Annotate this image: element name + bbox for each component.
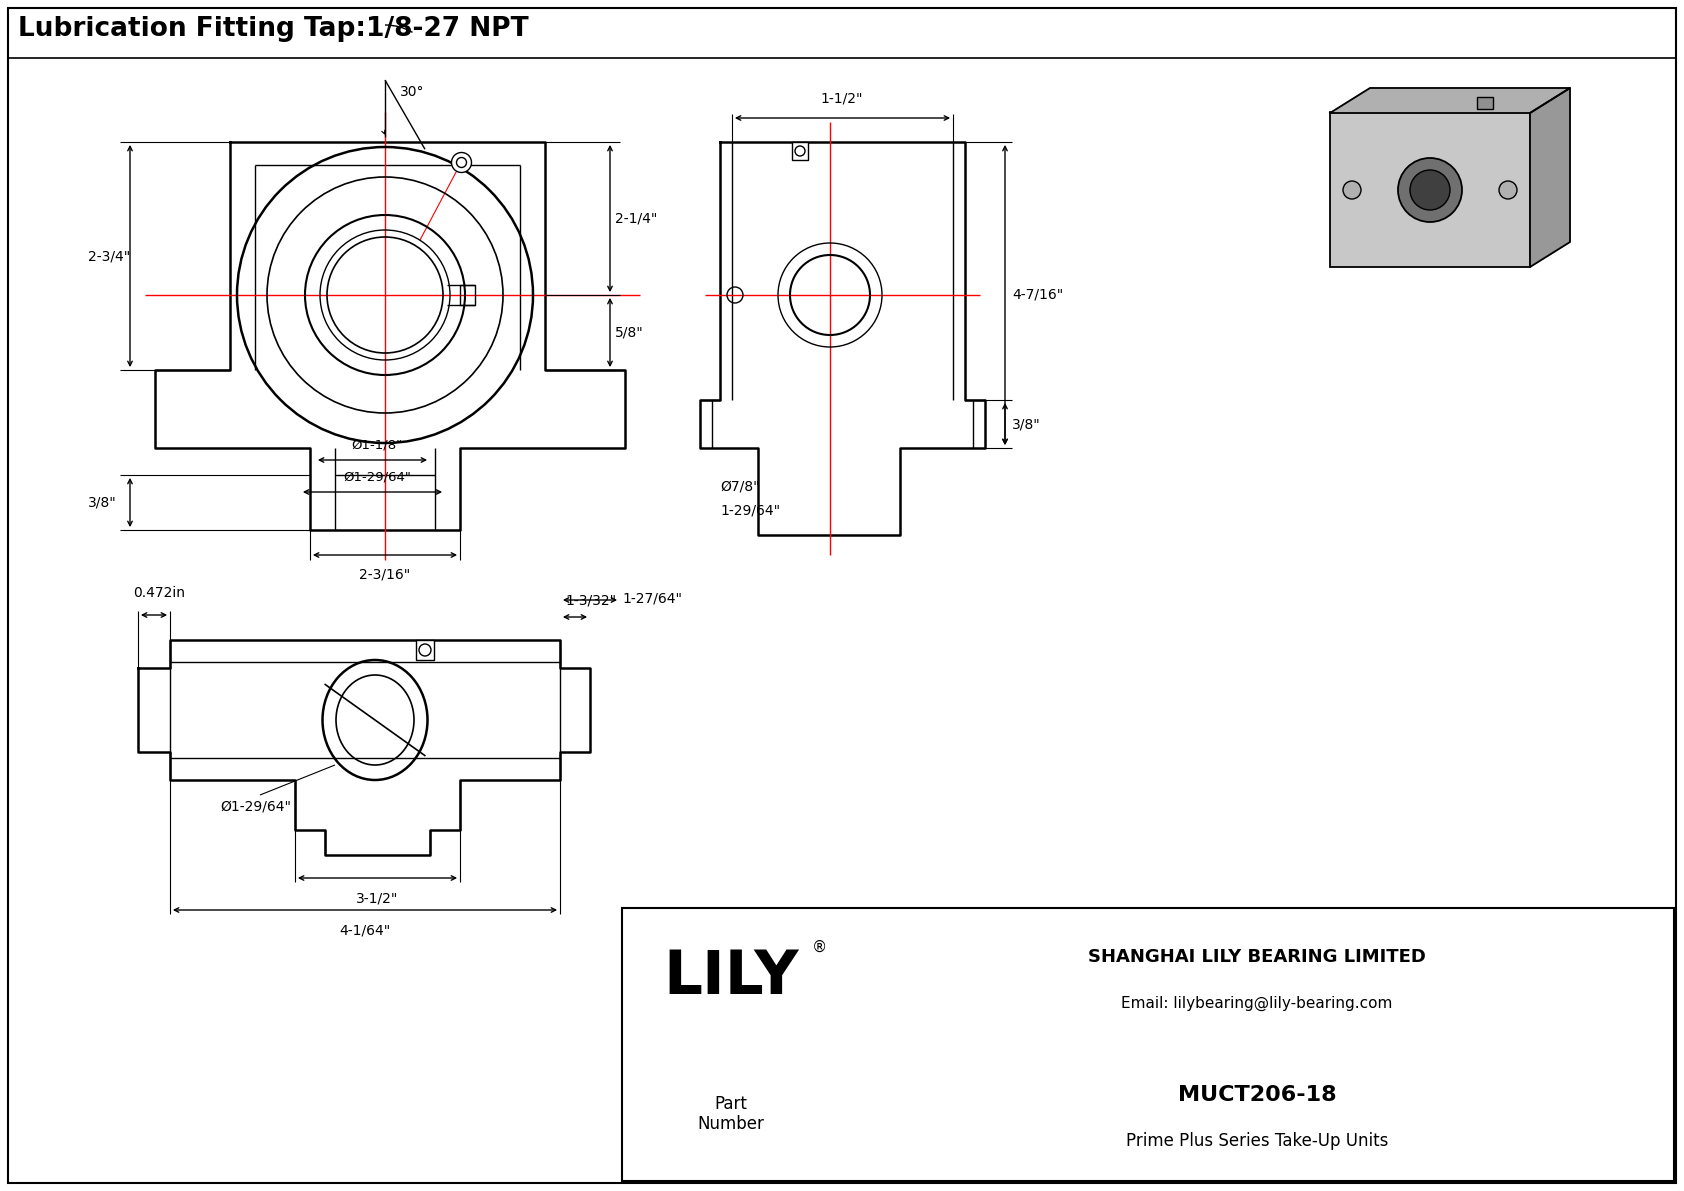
Circle shape <box>1344 181 1361 199</box>
Text: Ø1-1/8": Ø1-1/8" <box>352 439 402 453</box>
Text: SHANGHAI LILY BEARING LIMITED: SHANGHAI LILY BEARING LIMITED <box>1088 948 1426 966</box>
Text: 3/8": 3/8" <box>1012 417 1041 431</box>
Circle shape <box>451 152 472 173</box>
Text: 2-1/4": 2-1/4" <box>615 211 657 225</box>
Bar <box>416 640 434 660</box>
Text: LILY: LILY <box>663 948 798 1008</box>
Text: 5/8": 5/8" <box>615 325 643 339</box>
Text: ®: ® <box>812 940 827 955</box>
Circle shape <box>1398 158 1462 222</box>
Text: Part
Number: Part Number <box>697 1095 765 1134</box>
Text: 0.472in: 0.472in <box>133 586 185 600</box>
Text: 4-7/16": 4-7/16" <box>1012 288 1063 303</box>
Text: 1-1/2": 1-1/2" <box>820 92 864 106</box>
Text: 2-3/16": 2-3/16" <box>359 568 411 582</box>
Bar <box>460 285 475 305</box>
Text: 3-1/2": 3-1/2" <box>355 892 397 906</box>
Text: MUCT206-18: MUCT206-18 <box>1177 1085 1337 1104</box>
Bar <box>1477 96 1494 110</box>
Text: Lubrication Fitting Tap:1/8-27 NPT: Lubrication Fitting Tap:1/8-27 NPT <box>19 15 529 42</box>
Text: Ø1-29/64": Ø1-29/64" <box>344 470 411 484</box>
Bar <box>791 142 808 160</box>
Text: 3/8": 3/8" <box>88 495 116 509</box>
Text: 30°: 30° <box>401 85 424 99</box>
Text: Ø1-29/64": Ø1-29/64" <box>221 800 291 813</box>
Polygon shape <box>1531 88 1569 267</box>
Bar <box>621 908 1674 1181</box>
Text: 1-29/64": 1-29/64" <box>721 504 780 518</box>
Polygon shape <box>1330 88 1569 113</box>
Text: Prime Plus Series Take-Up Units: Prime Plus Series Take-Up Units <box>1127 1133 1388 1151</box>
Text: 1-3/32": 1-3/32" <box>566 593 616 607</box>
Circle shape <box>1499 181 1517 199</box>
Text: 1-27/64": 1-27/64" <box>621 591 682 605</box>
Bar <box>1330 112 1531 267</box>
Text: Email: lilybearing@lily-bearing.com: Email: lilybearing@lily-bearing.com <box>1122 996 1393 1011</box>
Circle shape <box>1410 170 1450 210</box>
Text: 4-1/64": 4-1/64" <box>340 924 391 939</box>
Text: 2-3/4": 2-3/4" <box>88 249 130 263</box>
Text: Ø7/8": Ø7/8" <box>721 479 759 493</box>
